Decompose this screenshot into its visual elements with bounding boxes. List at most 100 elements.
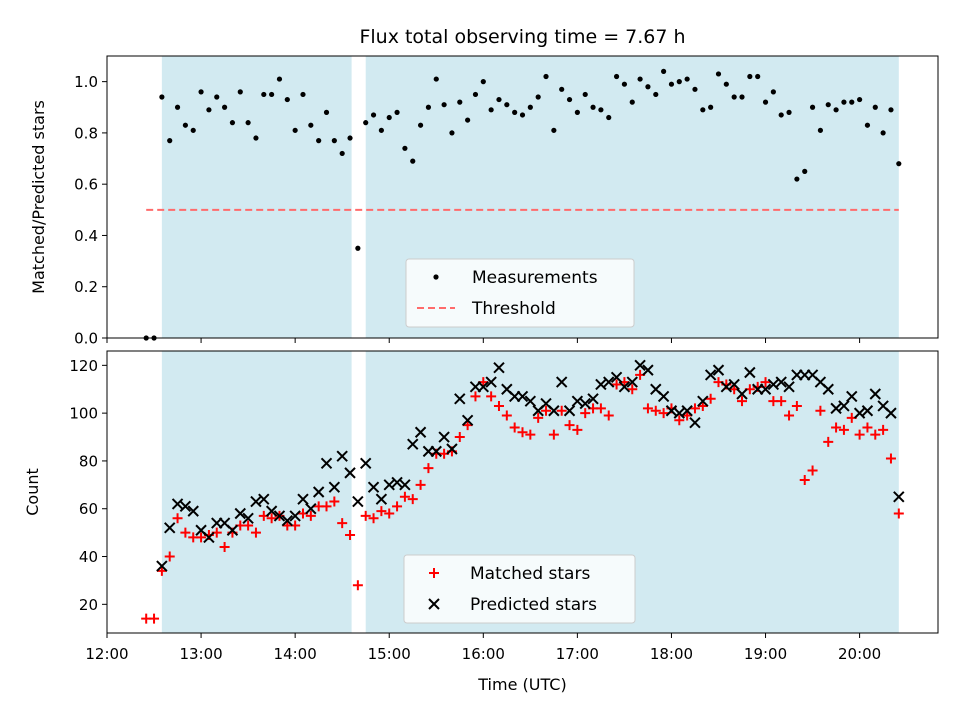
predicted-star-point (673, 407, 685, 419)
matched-star-point (862, 422, 873, 433)
matched-star-point (149, 613, 160, 624)
measurement-point (849, 99, 855, 105)
matched-star-point (525, 429, 536, 440)
measurement-point (237, 89, 243, 95)
matched-star-point (760, 377, 771, 388)
measurement-point (159, 94, 165, 100)
measurement-point (308, 122, 314, 128)
x-tick-label: 18:00 (650, 645, 693, 663)
x-tick-label: 16:00 (462, 645, 505, 663)
matched-star-point (603, 410, 614, 421)
predicted-star-point (312, 486, 325, 498)
measurement-point (261, 91, 267, 98)
predicted-star-point (352, 495, 364, 508)
measurement-point (802, 168, 808, 174)
y-tick-label: 0.6 (74, 176, 98, 194)
predicted-star-point (838, 400, 850, 412)
matched-star-point (799, 475, 810, 486)
matched-star-point (368, 513, 379, 524)
matched-star-point (266, 513, 277, 524)
x-tick-label: 19:00 (744, 645, 787, 663)
measurement-point (363, 120, 369, 126)
matched-star-point (305, 510, 316, 521)
measurement-point (433, 76, 439, 82)
measurement-point (731, 94, 737, 100)
predicted-star-point (783, 381, 795, 393)
predicted-star-point (438, 431, 450, 443)
measurement-point (472, 91, 479, 98)
measurement-point (645, 84, 651, 90)
legend-label: Threshold (471, 299, 556, 319)
y-tick-label: 0.8 (74, 124, 98, 142)
predicted-star-point (657, 390, 670, 403)
measurement-point (590, 104, 596, 110)
measurement-point (857, 96, 863, 103)
matched-star-point (627, 384, 638, 395)
measurement-point (770, 89, 776, 95)
predicted-star-point (634, 359, 646, 372)
matched-star-point (501, 410, 512, 421)
predicted-star-point (234, 507, 246, 520)
matched-star-point (407, 494, 418, 505)
measurement-point (527, 104, 533, 110)
measurement-point (676, 79, 682, 85)
measurement-point (378, 127, 384, 133)
predicted-star-point (720, 381, 733, 393)
predicted-star-point (179, 500, 192, 513)
matched-star-point (470, 391, 481, 402)
measurement-point (606, 114, 612, 121)
matched-star-point (533, 412, 544, 423)
matched-star-point (329, 496, 340, 507)
matched-star-point (423, 463, 434, 474)
measurement-point (817, 127, 824, 133)
predicted-star-point (563, 405, 576, 417)
predicted-star-point (697, 395, 709, 407)
predicted-star-point (728, 378, 740, 391)
bottom-legend: Matched stars Predicted stars (403, 554, 636, 624)
predicted-star-point (548, 405, 560, 417)
measurement-point (284, 96, 290, 103)
x-tick-label: 17:00 (556, 645, 599, 663)
matched-star-point (674, 415, 685, 426)
predicted-star-point (642, 364, 654, 376)
predicted-star-point (610, 371, 623, 383)
matched-star-point (838, 424, 849, 435)
measurement-point (551, 127, 557, 133)
matched-star-point (219, 541, 230, 552)
predicted-star-point (391, 476, 403, 489)
matched-star-point (682, 410, 693, 421)
measurement-point (449, 130, 455, 136)
matched-star-point (156, 565, 167, 576)
predicted-star-point (822, 383, 834, 395)
measurement-point (559, 86, 565, 92)
top-y-axis-label: Matched/Predicted stars (29, 100, 48, 294)
matched-star-point (321, 501, 332, 512)
measurement-point (629, 99, 635, 105)
predicted-star-point (477, 381, 490, 393)
matched-star-point (392, 501, 403, 512)
matched-star-point (658, 408, 669, 419)
predicted-star-point (744, 366, 756, 379)
measurement-point (723, 81, 729, 87)
predicted-star-point (407, 438, 419, 450)
measurement-point (582, 91, 588, 98)
predicted-star-point (375, 493, 388, 505)
matched-star-point (878, 424, 889, 435)
predicted-star-point (595, 378, 607, 391)
top-y-axis: 0.0 0.2 0.4 0.6 0.8 1.0 (74, 73, 107, 348)
measurement-point (465, 117, 471, 123)
measurement-point (221, 104, 228, 110)
legend-label: Predicted stars (470, 595, 597, 615)
matched-star-point (791, 400, 802, 411)
matched-star-point (705, 393, 716, 404)
measurement-point (872, 104, 878, 110)
measurement-point (331, 138, 337, 144)
y-tick-label: 0.2 (74, 278, 98, 296)
matched-star-point (815, 405, 826, 416)
measurement-point (888, 107, 894, 113)
measurement-point (206, 107, 212, 113)
measurement-point (661, 68, 667, 74)
matched-star-point (776, 396, 787, 407)
matched-star-point (164, 551, 175, 562)
